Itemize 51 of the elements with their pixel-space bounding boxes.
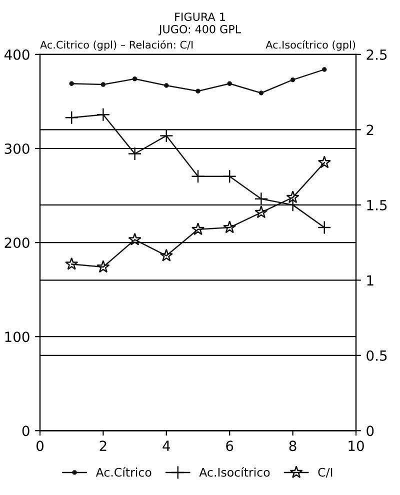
point — [322, 67, 327, 72]
point — [65, 257, 78, 270]
legend-label: Ac.Cítrico — [96, 467, 152, 477]
point — [164, 83, 169, 88]
y2-tick-label: 0.5 — [366, 350, 387, 361]
x-tick-label: 10 — [348, 440, 364, 452]
x-tick-label: 6 — [226, 440, 234, 452]
x-tick-label: 8 — [289, 440, 296, 452]
y-tick-label: 200 — [4, 238, 30, 248]
y2-tick-label: 2.5 — [366, 49, 387, 60]
y2-tick-label: 2 — [366, 124, 374, 135]
point — [96, 260, 110, 273]
point — [132, 76, 138, 82]
y-tick-label: 100 — [5, 332, 30, 342]
point — [290, 77, 296, 82]
y-axis-title: Ac.Citrico (gpl) – Relación: C/I — [40, 40, 193, 51]
point — [160, 248, 173, 262]
point — [100, 82, 106, 87]
chart-subtitle: JUGO: 400 GPL — [158, 24, 241, 36]
point — [227, 81, 232, 86]
legend-label: Ac.Isocítrico — [199, 467, 270, 477]
point — [160, 128, 174, 143]
legend-label: C/I — [318, 468, 332, 478]
x-tick-label: 2 — [100, 440, 106, 451]
point — [258, 90, 264, 96]
y-tick-label: 400 — [4, 49, 30, 60]
point — [96, 108, 110, 122]
point — [318, 156, 331, 168]
x-tick-label: 0 — [36, 440, 44, 452]
point — [286, 198, 300, 212]
point — [222, 169, 236, 184]
point — [128, 232, 142, 246]
point — [286, 190, 300, 204]
point — [64, 110, 78, 125]
point — [128, 146, 142, 161]
point — [254, 192, 268, 206]
y-tick-label: 300 — [4, 143, 30, 154]
point — [254, 206, 268, 218]
y-tick-label: 0 — [22, 426, 30, 436]
point — [318, 220, 332, 234]
y2-tick-label: 0 — [366, 426, 374, 436]
point — [69, 81, 74, 86]
y2-tick-label: 1.5 — [367, 200, 387, 210]
point — [223, 220, 236, 234]
y2-axis-title: Ac.Isocítrico (gpl) — [266, 40, 356, 51]
point — [191, 222, 205, 236]
point — [191, 169, 205, 184]
x-tick-label: 4 — [162, 440, 170, 451]
y2-tick-label: 1 — [367, 275, 374, 286]
chart-title: FIGURA 1 — [175, 12, 225, 21]
point — [196, 88, 200, 94]
